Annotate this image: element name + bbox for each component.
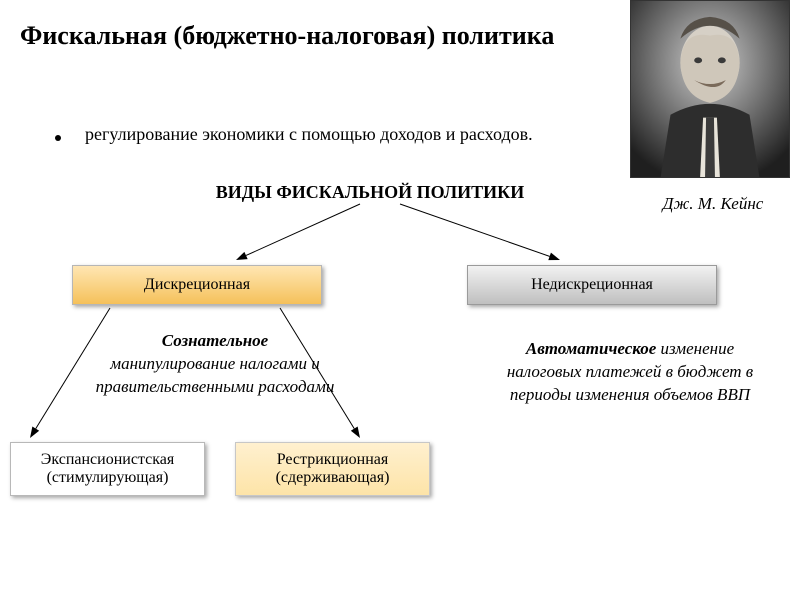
bullet-text: регулирование экономики с помощью доходо… — [85, 124, 533, 145]
node-discretionary-label: Дискреционная — [144, 276, 250, 294]
portrait-caption: Дж. М. Кейнс — [638, 194, 788, 214]
description-left-bold: Сознательное — [162, 331, 268, 350]
node-restrictive-label: Рестрикционная (сдерживающая) — [244, 451, 421, 487]
node-expansionist: Экспансионистская (стимулирующая) — [10, 442, 205, 496]
node-nondiscretionary: Недискреционная — [467, 265, 717, 305]
description-right: Автоматическое изменение налоговых плате… — [490, 338, 770, 407]
description-left: Сознательное манипулирование налогами и … — [75, 330, 355, 399]
node-nondiscretionary-label: Недискреционная — [531, 276, 653, 294]
section-subheading: ВИДЫ ФИСКАЛЬНОЙ ПОЛИТИКИ — [210, 182, 530, 203]
slide-title: Фискальная (бюджетно-налоговая) политика — [20, 20, 580, 53]
description-left-rest: манипулирование налогами и правительстве… — [96, 354, 335, 396]
bullet-item: регулирование экономики с помощью доходо… — [55, 124, 615, 145]
portrait-placeholder-icon — [631, 1, 789, 177]
portrait-photo — [630, 0, 790, 178]
node-expansionist-label: Экспансионистская (стимулирующая) — [19, 451, 196, 487]
node-restrictive: Рестрикционная (сдерживающая) — [235, 442, 430, 496]
slide-root: Фискальная (бюджетно-налоговая) политика… — [0, 0, 800, 600]
bullet-dot-icon — [55, 135, 61, 141]
node-discretionary: Дискреционная — [72, 265, 322, 305]
description-right-bold: Автоматическое — [526, 339, 656, 358]
